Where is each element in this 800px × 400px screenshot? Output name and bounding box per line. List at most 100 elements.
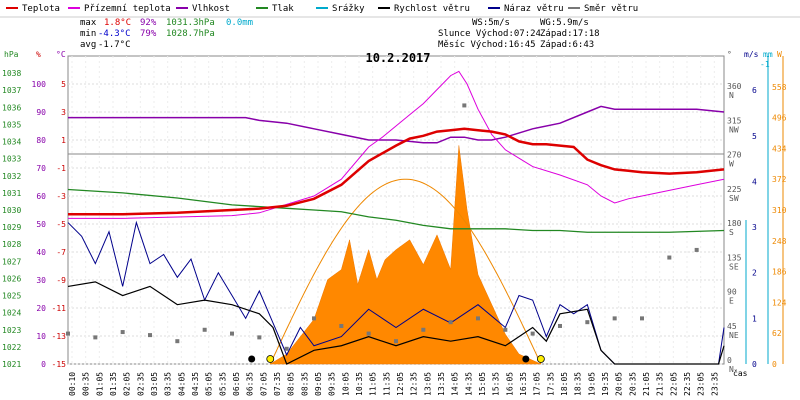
tick-pct: 80 xyxy=(36,136,46,145)
moonset-marker xyxy=(248,355,256,363)
tick-ms: 0 xyxy=(752,360,757,369)
wind-dir-point xyxy=(257,335,262,340)
wind-dir-point xyxy=(284,346,289,351)
tick-pct: 20 xyxy=(36,304,46,313)
series-humidity xyxy=(68,105,725,144)
tick-temp: -11 xyxy=(52,304,67,313)
tick-w: 434 xyxy=(772,144,787,153)
tick-pct: 10 xyxy=(36,332,46,341)
series-temperature xyxy=(68,127,725,216)
axis-unit-pct: % xyxy=(36,50,41,59)
stats-block: max 1.8°C 92% 1031.3hPa 0.0mm min -4.3°C… xyxy=(80,18,600,50)
tick-time: 07:05 xyxy=(259,372,268,396)
tick-deg: 90 xyxy=(727,288,737,297)
tick-temp: -3 xyxy=(56,192,66,201)
legend-label-7: Směr větru xyxy=(584,4,638,14)
tick-hpa: 1029 xyxy=(2,223,21,232)
stat-min-press: 1028.7hPa xyxy=(166,29,215,39)
tick-deg: 180 xyxy=(727,219,742,228)
wind-dir-point xyxy=(66,331,70,336)
tick-time: 08:05 xyxy=(287,372,296,396)
series-pressure xyxy=(67,188,725,233)
tick-w: 62 xyxy=(772,329,782,338)
wind-dir-point xyxy=(612,316,617,321)
tick-time: 14:05 xyxy=(451,372,460,396)
axis-unit-mm: mm xyxy=(763,50,773,59)
tick-time: 01:05 xyxy=(95,372,104,396)
legend-label-5: Rychlost větru xyxy=(394,4,470,14)
tick-time: 16:05 xyxy=(505,372,514,396)
tick-dir: NE xyxy=(729,331,739,340)
plot-area xyxy=(66,70,725,365)
stat-max-temp: 1.8°C xyxy=(104,18,131,28)
tick-hpa: 1023 xyxy=(2,326,21,335)
tick-pct: 0 xyxy=(41,360,46,369)
tick-deg: 270 xyxy=(727,151,742,160)
tick-temp: 1 xyxy=(61,136,66,145)
tick-time: 12:05 xyxy=(396,372,405,396)
tick-pct: 50 xyxy=(36,220,46,229)
tick-hpa: 1026 xyxy=(2,274,21,283)
tick-w: 558 xyxy=(772,83,787,92)
tick-time: 06:35 xyxy=(246,372,255,396)
tick-time: 13:35 xyxy=(437,372,446,396)
tick-time: 11:05 xyxy=(369,372,378,396)
tick-w: 248 xyxy=(772,237,787,246)
tick-time: 04:35 xyxy=(191,372,200,396)
axis-time-label: čas xyxy=(733,368,748,378)
stat-max-press: 1031.3hPa xyxy=(166,18,215,28)
tick-hpa: 1035 xyxy=(2,120,21,129)
tick-deg: 315 xyxy=(727,116,742,125)
tick-dir: N xyxy=(729,365,734,374)
legend: Teplota Přízemní teplota Vlhkost Tlak Srážky… xyxy=(0,4,800,18)
tick-deg: 135 xyxy=(727,253,742,262)
axis-unit-w: W xyxy=(777,50,782,59)
wind-dir-point xyxy=(558,323,562,328)
wind-dir-point xyxy=(530,331,535,336)
tick-deg: 0 xyxy=(727,356,732,365)
wind-dir-point xyxy=(202,327,207,332)
wind-dir-point xyxy=(476,316,480,321)
tick-ms: 6 xyxy=(752,86,757,95)
tick-hpa: 1025 xyxy=(2,292,21,301)
tick-temp: -5 xyxy=(56,220,66,229)
wind-dir-point xyxy=(585,320,590,325)
wind-dir-point xyxy=(339,323,344,328)
tick-time: 05:35 xyxy=(218,372,227,396)
wind-dir-point xyxy=(312,316,316,321)
tick-pct: 90 xyxy=(36,108,46,117)
tick-time: 10:05 xyxy=(341,372,350,396)
tick-temp: -13 xyxy=(52,332,67,341)
tick-dir: NW xyxy=(729,125,739,134)
tick-time: 09:05 xyxy=(314,372,323,396)
tick-hpa: 1027 xyxy=(2,257,21,266)
tick-time: 18:05 xyxy=(560,372,569,396)
sunset-marker xyxy=(536,355,545,363)
tick-time: 06:05 xyxy=(232,372,241,396)
axis-ms-top: -1 xyxy=(760,60,770,69)
tick-hpa: 1022 xyxy=(2,343,21,352)
tick-deg: 45 xyxy=(727,322,737,331)
tick-temp: -7 xyxy=(56,248,66,257)
tick-hpa: 1038 xyxy=(2,69,21,78)
axis-unit-deg: ° xyxy=(727,50,732,59)
legend-label-4: Srážky xyxy=(332,4,365,14)
chart-title: 10.2.2017 xyxy=(365,51,430,65)
wind-dir-point xyxy=(148,333,152,338)
tick-hpa: 1031 xyxy=(2,189,21,198)
tick-time: 18:35 xyxy=(574,372,583,396)
legend-label-0: Teplota xyxy=(22,4,60,14)
tick-deg: 225 xyxy=(727,185,742,194)
tick-ms: 2 xyxy=(752,269,757,278)
stat-min-hum: 79% xyxy=(140,29,157,39)
tick-time: 23:35 xyxy=(710,372,719,396)
sun-arc xyxy=(269,178,542,365)
stat-ws: WS:5m/s xyxy=(472,18,510,28)
axis-unit-ms: m/s xyxy=(744,50,759,59)
stat-max-rain: 0.0mm xyxy=(226,18,253,28)
series-ground-temp xyxy=(68,70,725,219)
solar-area xyxy=(269,145,541,365)
tick-ms: 4 xyxy=(752,177,757,186)
stat-max-hum: 92% xyxy=(140,18,157,28)
